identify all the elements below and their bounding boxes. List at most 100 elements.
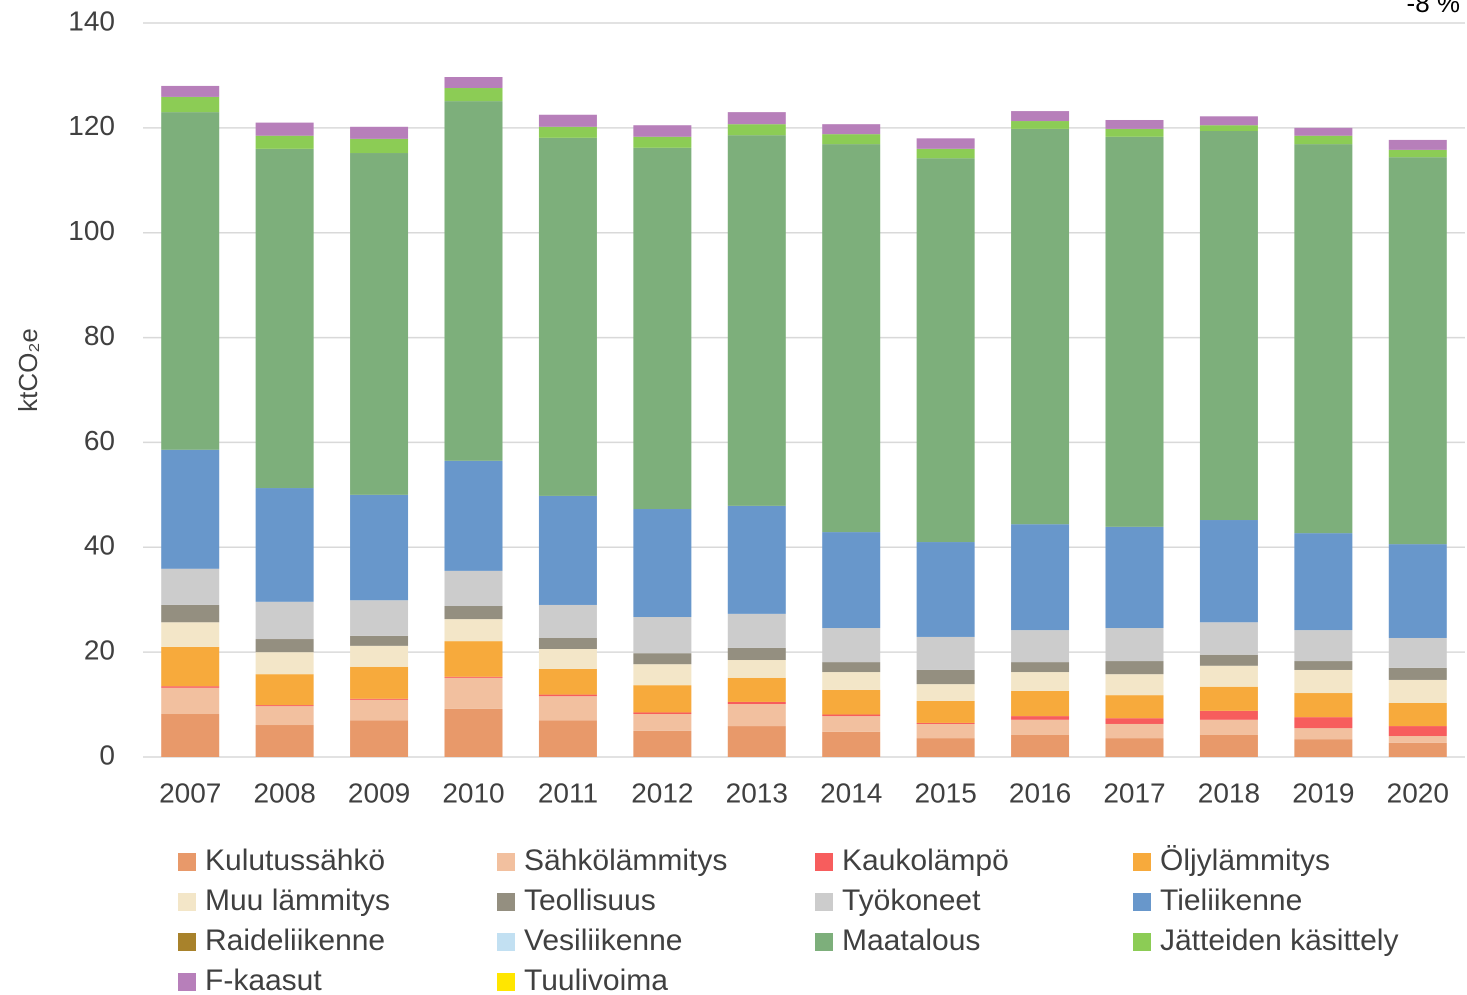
bar-segment xyxy=(727,613,786,648)
bar-segment xyxy=(1388,637,1447,668)
bar-segment xyxy=(1105,128,1164,137)
bar-segment xyxy=(444,460,503,571)
bar-segment xyxy=(1011,719,1070,735)
bar-segment xyxy=(1105,738,1164,757)
y-tick-label: 0 xyxy=(99,739,115,770)
bar-segment xyxy=(727,677,786,702)
bar-segment xyxy=(538,604,597,638)
bar-segment xyxy=(538,637,597,649)
bar-segment xyxy=(161,96,220,113)
bar-segment xyxy=(161,622,220,647)
bar-segment xyxy=(161,686,220,688)
bar-segment xyxy=(161,646,220,687)
legend-label: Raideliikenne xyxy=(205,924,385,957)
x-tick-label: 2009 xyxy=(348,777,410,808)
bar-segment xyxy=(1199,686,1258,711)
legend-swatch xyxy=(178,853,196,871)
bar-segment xyxy=(1388,679,1447,703)
bar-segment xyxy=(1294,693,1353,718)
legend-label: Muu lämmitys xyxy=(205,884,390,917)
bar-segment xyxy=(1105,674,1164,696)
bar-segment xyxy=(444,88,503,102)
bar-segment xyxy=(161,112,220,450)
bar-segment xyxy=(916,669,975,685)
bar-segment xyxy=(444,676,503,678)
legend-swatch xyxy=(178,933,196,951)
x-tick-label: 2014 xyxy=(820,777,882,808)
bar-segment xyxy=(255,725,314,757)
bar-segment xyxy=(916,738,975,757)
bar-segment xyxy=(727,701,786,705)
x-tick-label: 2011 xyxy=(538,777,598,808)
legend-swatch xyxy=(815,933,833,951)
bar-segment xyxy=(350,494,409,601)
bar-segment xyxy=(822,628,881,663)
legend-swatch xyxy=(497,853,515,871)
bar-segment xyxy=(916,722,975,724)
bar-segment xyxy=(255,488,314,602)
bar-segment xyxy=(1388,726,1447,737)
bar-segment xyxy=(916,636,975,670)
bar-segment xyxy=(916,138,975,149)
bar-segment xyxy=(255,674,314,706)
bar-segment xyxy=(727,660,786,678)
bar-segment xyxy=(822,689,881,715)
bar-segment xyxy=(444,708,503,757)
bar-segment xyxy=(1199,665,1258,687)
bar-segment xyxy=(727,704,786,727)
legend-label: F-kaasut xyxy=(205,964,322,995)
bar-segment xyxy=(1011,734,1070,757)
bar-segment xyxy=(1011,630,1070,663)
bar-segment xyxy=(727,112,786,125)
bar-segment xyxy=(1105,628,1164,662)
y-tick-label: 40 xyxy=(84,530,115,561)
legend-label: Kulutussähkö xyxy=(205,844,385,877)
bar-segment xyxy=(1011,662,1070,673)
bar-segment xyxy=(444,619,503,642)
bar-segment xyxy=(633,509,692,618)
bar-segment xyxy=(1199,520,1258,623)
bar-segment xyxy=(538,126,597,138)
y-tick-label: 80 xyxy=(84,320,115,351)
legend-label: Tuulivoima xyxy=(524,964,668,995)
bar-segment xyxy=(1105,119,1164,129)
bar-segment xyxy=(1294,127,1353,136)
bar-segment xyxy=(822,532,881,629)
x-tick-label: 2019 xyxy=(1292,777,1354,808)
bar-segment xyxy=(161,85,220,97)
bar-segment xyxy=(350,645,409,667)
bar-segment xyxy=(1199,710,1258,720)
legend-label: Sähkölämmitys xyxy=(524,844,727,877)
bar-segment xyxy=(350,698,409,700)
bar-segment xyxy=(1294,135,1353,145)
bar-segment xyxy=(1011,128,1070,525)
bar-segment xyxy=(822,672,881,690)
bar-segment xyxy=(633,125,692,137)
bar-segment xyxy=(822,716,881,732)
bar-segment xyxy=(444,606,503,620)
bar-segment xyxy=(161,604,220,623)
legend-swatch xyxy=(1133,853,1151,871)
bar-segment xyxy=(822,714,881,717)
x-tick-label: 2018 xyxy=(1198,777,1260,808)
x-tick-label: 2017 xyxy=(1103,777,1165,808)
bar-segment xyxy=(538,648,597,669)
bar-segment xyxy=(633,147,692,510)
bar-segment xyxy=(1294,144,1353,534)
legend-swatch xyxy=(1133,893,1151,911)
bar-segment xyxy=(538,720,597,757)
legend-swatch xyxy=(497,973,515,991)
bar-segment xyxy=(916,700,975,723)
bar-segment xyxy=(1011,524,1070,631)
bar-segment xyxy=(1294,669,1353,694)
bar-segment xyxy=(161,449,220,569)
bar-segment xyxy=(1294,661,1353,670)
bar-segment xyxy=(255,705,314,707)
bar-segment xyxy=(350,126,409,139)
legend-label: Jätteiden käsittely xyxy=(1160,924,1398,957)
bar-segment xyxy=(822,144,881,533)
legend-label: Öljylämmitys xyxy=(1160,844,1330,877)
bar-segment xyxy=(916,723,975,739)
bar-segment xyxy=(633,712,692,715)
